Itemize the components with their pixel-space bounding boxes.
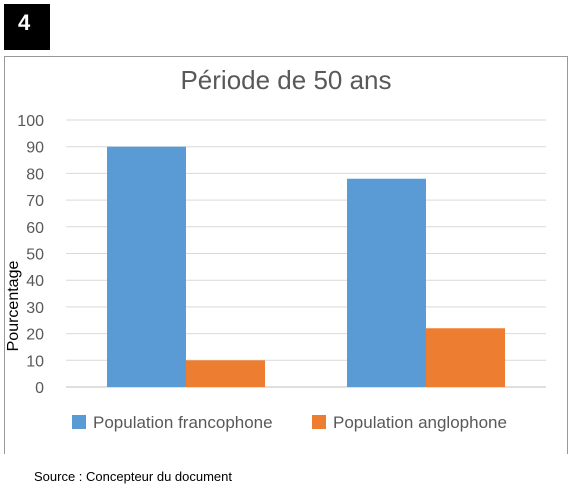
chart-title: Période de 50 ans [180, 65, 391, 95]
y-tick-label: 50 [26, 247, 44, 264]
y-tick-label: 40 [26, 273, 44, 290]
bars [107, 146, 505, 387]
y-tick-label: 80 [26, 166, 44, 183]
legend-swatch [312, 415, 326, 429]
bar-francophone-1 [107, 146, 186, 387]
bar-francophone-2 [347, 178, 426, 387]
y-axis-ticks: 0 10 20 30 40 50 60 70 80 90 100 [17, 113, 44, 397]
y-tick-label: 10 [26, 353, 44, 370]
y-tick-label: 20 [26, 327, 44, 344]
y-tick-label: 30 [26, 300, 44, 317]
bar-anglophone-1 [186, 360, 265, 387]
legend-label: Population francophone [93, 413, 273, 432]
legend: Population francophone Population angloph… [72, 413, 507, 432]
y-tick-label: 90 [26, 140, 44, 157]
y-tick-label: 0 [35, 380, 44, 397]
question-number-badge: 4 [4, 4, 50, 50]
y-axis-label: Pourcentage [5, 261, 22, 352]
y-tick-label: 100 [17, 113, 44, 130]
y-tick-label: 70 [26, 193, 44, 210]
source-caption: Source : Concepteur du document [34, 469, 233, 484]
legend-label: Population anglophone [333, 413, 507, 432]
bar-anglophone-2 [426, 328, 505, 387]
y-tick-label: 60 [26, 220, 44, 237]
legend-swatch [72, 415, 86, 429]
chart-frame [4, 56, 568, 454]
